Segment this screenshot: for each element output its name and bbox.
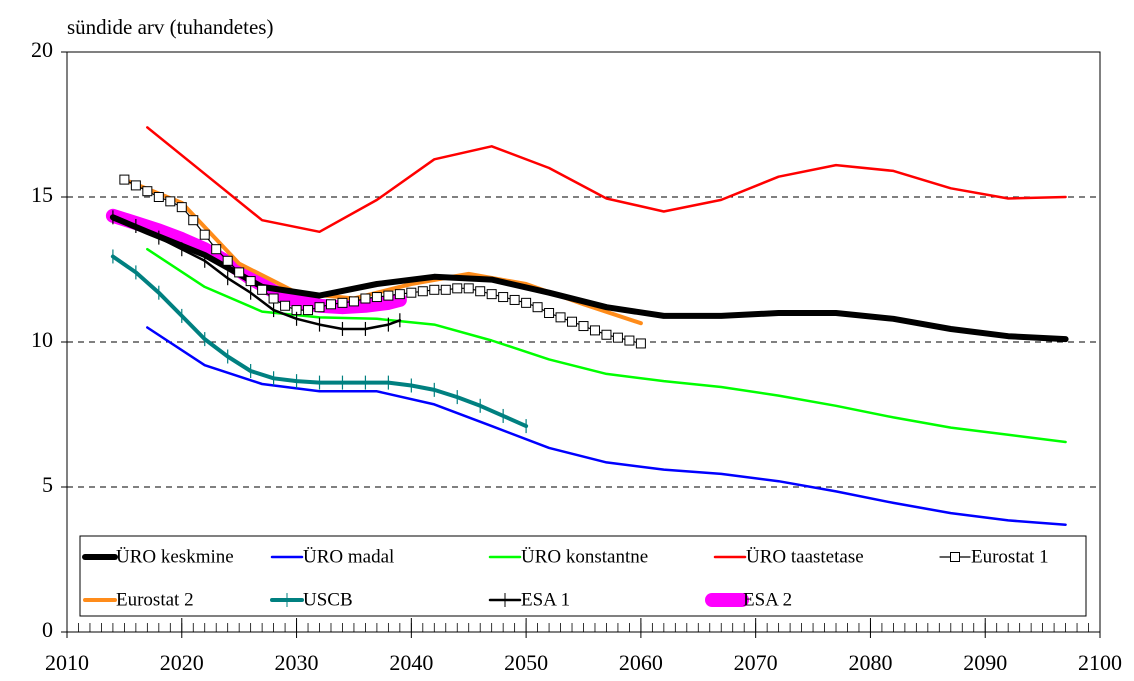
y-tick-label: 5 <box>42 472 53 497</box>
point-marker <box>498 292 509 303</box>
point-marker <box>360 293 371 304</box>
point-marker <box>165 196 176 207</box>
x-tick-label: 2060 <box>619 650 663 675</box>
point-marker <box>119 174 130 185</box>
point-marker <box>394 289 405 300</box>
y-axis-label: sündide arv (tuhandetes) <box>67 15 273 39</box>
series <box>146 326 1067 526</box>
x-tick-label: 2040 <box>389 650 433 675</box>
legend-label: ÜRO madal <box>303 546 394 567</box>
point-marker <box>601 329 612 340</box>
series <box>146 247 1067 444</box>
series-line <box>146 126 1067 234</box>
point-marker <box>199 229 210 240</box>
series-line <box>146 247 1067 444</box>
series <box>119 174 646 349</box>
legend-item: ÜRO madal <box>270 546 394 567</box>
point-marker <box>544 308 555 318</box>
point-marker <box>589 325 600 336</box>
point-marker <box>142 186 153 197</box>
point-marker <box>245 276 256 287</box>
legend-marker <box>950 552 960 562</box>
legend-label: Eurostat 1 <box>971 546 1049 567</box>
series-line <box>111 216 402 331</box>
point-marker <box>314 302 325 313</box>
x-tick-label: 2010 <box>45 650 89 675</box>
x-tick-label: 2020 <box>160 650 204 675</box>
y-tick-label: 15 <box>31 182 53 207</box>
point-marker <box>567 316 578 327</box>
point-marker <box>452 283 463 294</box>
point-marker <box>325 299 336 310</box>
y-tick-label: 0 <box>42 617 53 642</box>
y-tick-label: 10 <box>31 327 53 352</box>
point-marker <box>429 284 440 295</box>
point-marker <box>532 302 543 313</box>
legend-item: ESA 2 <box>705 589 792 610</box>
x-tick-label: 2030 <box>275 650 319 675</box>
legend-item: Eurostat 1 <box>939 546 1049 567</box>
point-marker <box>337 297 348 308</box>
legend-label: ESA 2 <box>743 589 792 610</box>
x-tick-label: 2080 <box>848 650 892 675</box>
point-marker <box>635 338 646 349</box>
point-marker <box>188 215 199 226</box>
legend-label: ÜRO konstantne <box>521 546 648 567</box>
x-tick-label: 2090 <box>963 650 1007 675</box>
point-marker <box>234 267 245 278</box>
legend-item: ESA 1 <box>488 589 570 610</box>
point-marker <box>280 300 291 311</box>
point-marker <box>509 294 520 305</box>
point-marker <box>486 289 497 300</box>
x-tick-label: 2100 <box>1078 650 1122 675</box>
point-marker <box>383 290 394 301</box>
point-marker <box>555 312 566 323</box>
point-marker <box>521 297 532 308</box>
point-marker <box>417 286 428 297</box>
series <box>146 126 1067 234</box>
point-marker <box>624 335 635 346</box>
legend-item: ÜRO konstantne <box>488 546 648 567</box>
point-marker <box>612 332 623 343</box>
y-tick-label: 20 <box>31 37 53 62</box>
series-line <box>123 179 642 345</box>
legend-label: ÜRO keskmine <box>116 546 234 567</box>
legend-item: ÜRO keskmine <box>82 546 234 567</box>
point-marker <box>440 284 451 295</box>
legend-label: ESA 1 <box>521 589 570 610</box>
point-marker <box>268 293 279 304</box>
point-marker <box>130 180 141 191</box>
x-tick-label: 2050 <box>504 650 548 675</box>
point-marker <box>463 283 474 294</box>
point-marker <box>303 305 314 316</box>
legend-label: Eurostat 2 <box>116 589 194 610</box>
legend-item: Eurostat 2 <box>83 589 194 610</box>
x-tick-label: 2070 <box>734 650 778 675</box>
legend-box <box>79 535 1087 617</box>
point-marker <box>371 292 382 303</box>
point-marker <box>257 284 268 295</box>
point-marker <box>222 255 233 266</box>
point-marker <box>406 287 417 298</box>
series <box>110 249 529 434</box>
point-marker <box>176 202 187 213</box>
point-marker <box>475 286 486 297</box>
legend-item: USCB <box>270 589 353 610</box>
point-marker <box>153 192 164 202</box>
point-marker <box>211 244 222 255</box>
legend-label: ÜRO taastetase <box>746 546 864 567</box>
point-marker <box>578 321 589 332</box>
point-marker <box>348 296 359 307</box>
legend-label: USCB <box>303 589 353 610</box>
series <box>111 210 402 336</box>
series-line <box>146 326 1067 526</box>
legend-item: ÜRO taastetase <box>713 546 864 567</box>
